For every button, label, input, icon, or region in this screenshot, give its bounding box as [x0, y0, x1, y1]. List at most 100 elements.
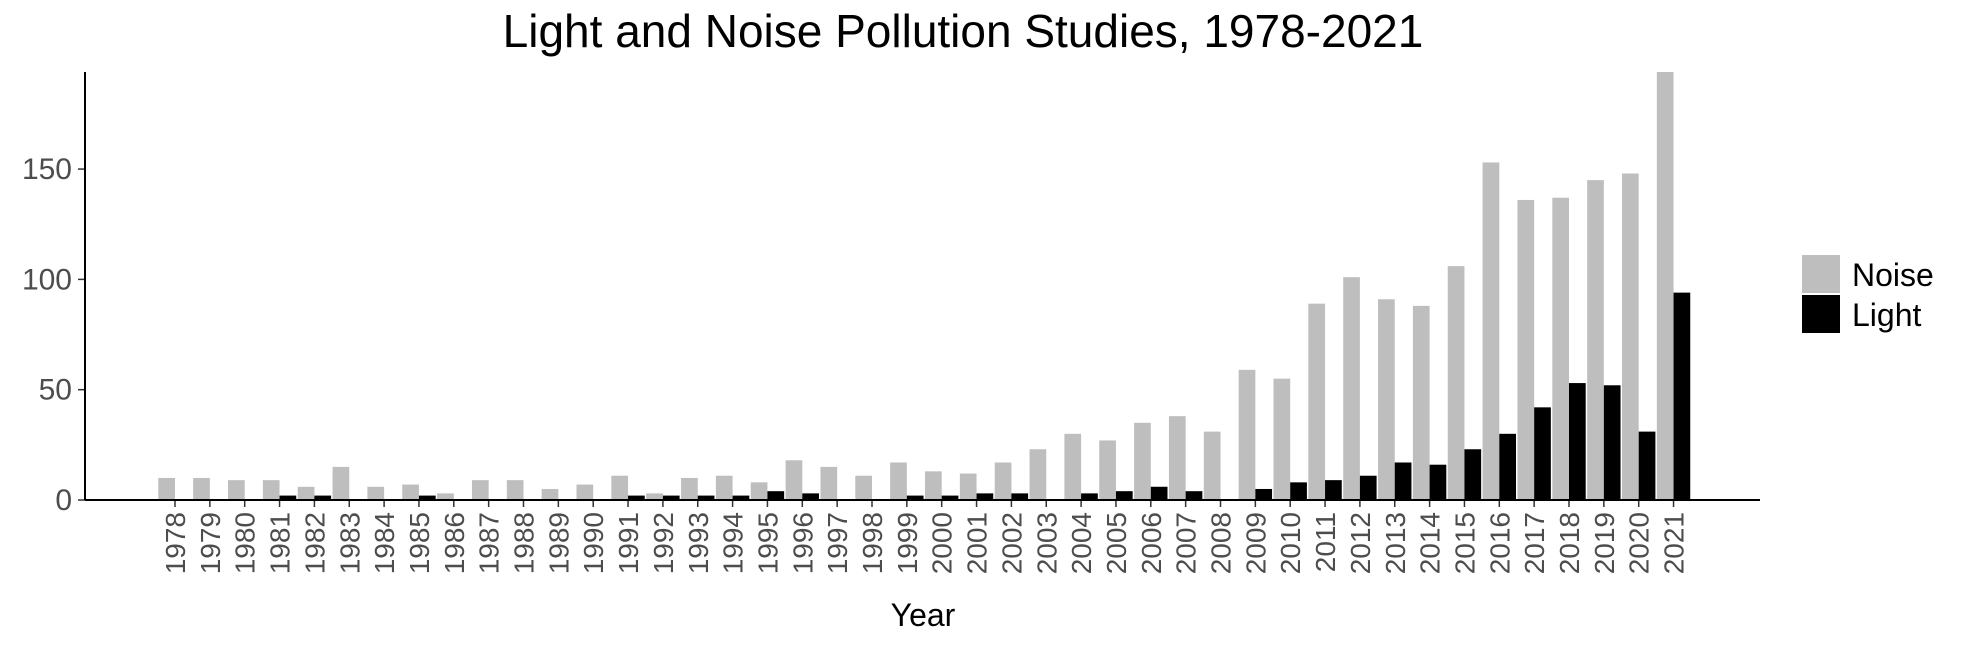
x-tick-label: 1980 [230, 512, 261, 574]
legend-label-noise: Noise [1852, 257, 1934, 293]
x-tick-label: 2012 [1345, 512, 1376, 574]
legend-swatch-light [1802, 295, 1840, 333]
bar-noise-2015 [1447, 266, 1465, 500]
x-tick-label: 1994 [718, 512, 749, 574]
bar-noise-2019 [1587, 180, 1604, 500]
x-tick-label: 1993 [683, 512, 714, 574]
x-tick-label: 1999 [892, 512, 923, 574]
x-tick-label: 1998 [857, 512, 888, 574]
bar-noise-1981 [262, 480, 280, 500]
bar-noise-1989 [541, 488, 559, 500]
x-tick-label: 1992 [648, 512, 679, 574]
bar-noise-2008 [1203, 431, 1221, 500]
x-tick-label: 2018 [1554, 512, 1585, 574]
y-axis-ticks: 0 50 100 150 [22, 153, 85, 517]
x-tick-label: 1986 [439, 512, 470, 574]
bar-noise-1999 [890, 462, 907, 500]
bar-noise-2005 [1099, 440, 1116, 500]
bar-light-1995 [767, 491, 785, 500]
bar-light-2013 [1394, 462, 1412, 500]
bar-noise-1995 [750, 482, 768, 500]
bar-light-1991 [628, 495, 645, 500]
x-tick-label: 2001 [962, 512, 993, 574]
bar-light-2000 [941, 495, 959, 500]
bar-noise-1986 [437, 493, 454, 500]
bar-noise-2001 [959, 473, 977, 500]
bar-noise-2002 [994, 462, 1012, 500]
legend-label-light: Light [1852, 297, 1922, 333]
bar-noise-2004 [1064, 433, 1082, 500]
bar-noise-2020 [1622, 173, 1639, 501]
bar-noise-1984 [367, 486, 385, 500]
bar-light-1993 [697, 495, 715, 500]
x-tick-label: 2003 [1031, 512, 1062, 574]
bar-noise-2007 [1168, 416, 1186, 500]
bar-noise-2006 [1134, 422, 1151, 500]
bar-light-2017 [1534, 407, 1551, 500]
x-tick-label: 2007 [1171, 512, 1202, 574]
bar-light-2014 [1429, 464, 1447, 500]
x-tick-label: 1983 [334, 512, 365, 574]
x-tick-label: 2021 [1659, 512, 1690, 574]
x-tick-label: 2019 [1589, 512, 1620, 574]
bar-light-1996 [802, 493, 819, 500]
bar-light-2012 [1359, 475, 1377, 500]
x-tick-label: 1988 [509, 512, 540, 574]
x-tick-label: 2015 [1449, 512, 1480, 574]
bar-noise-2018 [1552, 197, 1569, 500]
x-tick-label: 2017 [1519, 512, 1550, 574]
x-tick-label: 2008 [1206, 512, 1237, 574]
bar-light-2007 [1185, 491, 1203, 500]
x-tick-label: 1995 [752, 512, 783, 574]
bar-light-2016 [1499, 433, 1516, 500]
bar-light-2005 [1115, 491, 1133, 500]
bar-light-2020 [1638, 431, 1656, 500]
x-tick-label: 2006 [1136, 512, 1167, 574]
bar-light-2018 [1569, 383, 1586, 500]
legend-swatch-noise [1802, 255, 1840, 293]
bar-light-2021 [1673, 292, 1691, 500]
x-tick-label: 1987 [474, 512, 505, 574]
bar-light-1981 [279, 495, 297, 500]
x-tick-label: 2009 [1240, 512, 1271, 574]
x-tick-label: 2005 [1101, 512, 1132, 574]
bar-noise-1996 [785, 460, 803, 500]
bar-noise-1994 [715, 475, 733, 500]
bar-light-2011 [1325, 480, 1342, 500]
x-axis-title: Year [891, 597, 956, 633]
bar-noise-2016 [1482, 162, 1500, 500]
bar-noise-2021 [1656, 72, 1674, 500]
bar-noise-1991 [611, 475, 629, 500]
x-tick-label: 1996 [787, 512, 818, 574]
x-axis-ticks: 1978 1979 1980 1981 1982 1983 1984 1985 1986 1987… [160, 500, 1690, 574]
bar-noise-2010 [1273, 378, 1291, 500]
x-tick-label: 2020 [1624, 512, 1655, 574]
bars-group [158, 72, 1691, 501]
bar-noise-1983 [332, 466, 350, 500]
x-tick-label: 2013 [1380, 512, 1411, 574]
y-tick-label: 150 [22, 153, 72, 186]
bar-noise-1988 [506, 480, 524, 500]
bar-noise-1990 [576, 484, 594, 500]
bar-noise-2017 [1517, 199, 1535, 500]
bar-noise-1979 [193, 477, 210, 500]
bar-light-2015 [1464, 449, 1482, 500]
bar-noise-1982 [297, 486, 315, 500]
x-tick-label: 1979 [195, 512, 226, 574]
bar-noise-1997 [820, 466, 838, 500]
bar-noise-2014 [1412, 305, 1430, 500]
bar-noise-1992 [646, 493, 663, 500]
bar-noise-2011 [1308, 303, 1326, 500]
chart-title: Light and Noise Pollution Studies, 1978-… [503, 5, 1424, 57]
bar-light-1982 [314, 495, 332, 500]
bar-light-2002 [1011, 493, 1029, 500]
x-tick-label: 2002 [996, 512, 1027, 574]
y-tick-label: 100 [22, 263, 72, 296]
legend: Noise Light [1802, 255, 1934, 333]
x-tick-label: 1984 [369, 512, 400, 574]
x-tick-label: 1997 [822, 512, 853, 574]
bar-noise-1987 [471, 480, 489, 500]
x-tick-label: 1978 [160, 512, 191, 574]
bar-noise-1985 [402, 484, 419, 500]
bar-noise-1998 [855, 475, 872, 500]
